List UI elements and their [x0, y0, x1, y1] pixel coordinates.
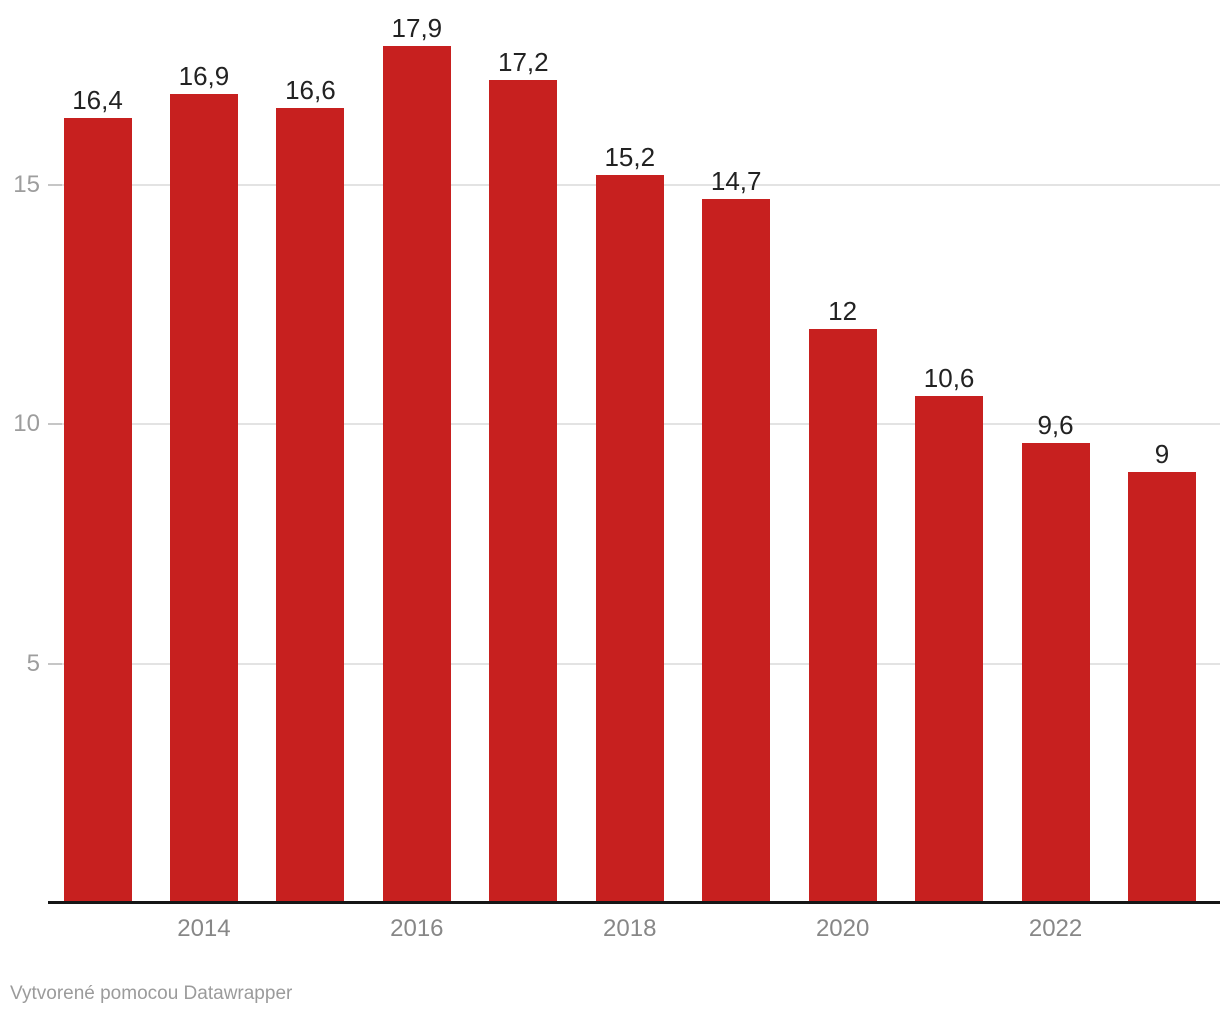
bar-value-label: 10,6	[923, 362, 975, 393]
x-axis-tick-label: 2016	[390, 915, 444, 942]
bar-2014	[169, 93, 238, 903]
bar-2013	[63, 117, 132, 903]
x-axis-tick-label: 2020	[815, 915, 870, 942]
bar-2023	[1128, 472, 1196, 903]
x-axis-tick-label: 2014	[177, 915, 231, 942]
bar-2017	[489, 79, 558, 903]
y-axis-tick-label: 5	[26, 649, 40, 677]
bar-value-label: 12	[828, 295, 858, 326]
x-axis-tick-label: 2022	[1028, 915, 1083, 942]
bar-value-label: 16,4	[72, 84, 123, 115]
y-axis-tick	[48, 662, 62, 665]
bar-value-label: 17,2	[497, 46, 549, 77]
bar-value-label: 9	[1154, 439, 1170, 470]
bar-2018	[595, 175, 664, 903]
bar-value-label: 9,6	[1037, 410, 1074, 441]
x-axis-baseline	[48, 901, 1220, 904]
bar-2019	[702, 199, 771, 903]
bar-value-label: 15,2	[604, 142, 656, 173]
bar-2016	[382, 46, 451, 903]
bar-2021	[915, 395, 984, 903]
bar-value-label: 16,9	[178, 60, 230, 91]
bar-value-label: 14,7	[710, 166, 762, 197]
y-axis-tick	[48, 423, 62, 426]
bar-value-label: 16,6	[285, 75, 336, 106]
y-axis-tick-label: 15	[13, 170, 40, 198]
bar-2020	[808, 328, 877, 903]
x-axis-tick-label: 2018	[603, 915, 657, 942]
bar-2015	[276, 108, 345, 903]
y-axis-tick-label: 10	[13, 410, 40, 438]
bar-value-label: 17,9	[391, 13, 443, 44]
bar-2022	[1021, 443, 1090, 903]
y-axis-tick	[48, 183, 62, 186]
datawrapper-credit-link[interactable]: Vytvorené pomocou Datawrapper	[10, 983, 293, 1004]
